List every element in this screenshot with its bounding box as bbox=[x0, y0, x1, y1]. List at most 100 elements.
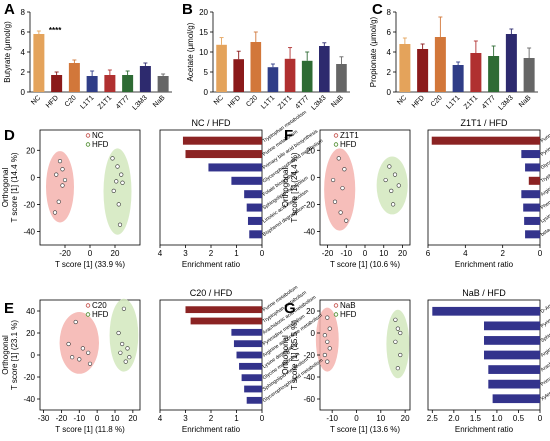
x-tick-label: 0.5 bbox=[513, 414, 525, 423]
y-tick-label: 0 bbox=[31, 351, 36, 360]
x-tick-label: 3 bbox=[183, 414, 188, 423]
point-Z1T1 bbox=[336, 156, 341, 161]
confidence-ellipse-NC bbox=[46, 151, 74, 223]
point-C20 bbox=[77, 357, 82, 362]
enrichment-bar bbox=[239, 362, 262, 370]
y-tick-label: 8 bbox=[21, 8, 26, 17]
x-tick-label: 20 bbox=[111, 249, 120, 258]
y-tick-label: 2 bbox=[21, 68, 26, 77]
bar-C20 bbox=[250, 42, 262, 92]
point-C20 bbox=[80, 346, 85, 351]
point-NaB bbox=[327, 346, 332, 351]
y-tick-label: -40 bbox=[23, 227, 35, 236]
point-HFD bbox=[116, 202, 121, 207]
x-tick-label: 0 bbox=[260, 414, 265, 423]
y-axis-label: Acetate (μmol/g) bbox=[186, 22, 195, 81]
x-tick-label: 0 bbox=[260, 249, 265, 258]
bar-L3M3 bbox=[505, 34, 517, 92]
enrichment-bar bbox=[246, 203, 262, 212]
enrichment-bar bbox=[246, 396, 262, 404]
bar-4T77 bbox=[301, 60, 313, 92]
x-tick-label: 2.5 bbox=[427, 414, 439, 423]
x-tick-label: NaB bbox=[152, 94, 167, 109]
x-tick-label: 1.0 bbox=[491, 414, 503, 423]
point-HFD bbox=[383, 177, 388, 183]
legend-label-Z1T1: Z1T1 bbox=[340, 131, 359, 140]
point-NC bbox=[60, 183, 65, 188]
x-tick-label: 10 bbox=[379, 249, 388, 258]
x-tick-label: 4T77 bbox=[294, 94, 310, 110]
bar-NC bbox=[216, 44, 227, 92]
legend-marker bbox=[333, 133, 339, 138]
y-tick-label: 4 bbox=[387, 48, 392, 57]
y-tick-label: 20 bbox=[306, 146, 315, 155]
y-tick-label: 10 bbox=[199, 48, 208, 57]
x-tick-label: 20 bbox=[401, 414, 410, 423]
enrichment-bar bbox=[244, 385, 262, 393]
y-tick-label: 20 bbox=[26, 329, 35, 338]
point-NaB bbox=[325, 315, 330, 320]
point-NC bbox=[57, 159, 63, 164]
point-HFD bbox=[395, 366, 400, 371]
point-Z1T1 bbox=[342, 167, 347, 172]
legend-marker bbox=[333, 303, 339, 308]
y-tick-label: 8 bbox=[387, 8, 392, 17]
x-tick-label: 20 bbox=[128, 414, 137, 423]
plot-frame bbox=[159, 129, 263, 246]
x-axis-label: Enrichment ratio bbox=[455, 425, 514, 434]
bar-HFD bbox=[51, 75, 63, 92]
enrichment-bar bbox=[249, 230, 262, 239]
enrichment-bar bbox=[247, 216, 262, 225]
point-NaB bbox=[327, 326, 332, 331]
bar-4T77 bbox=[122, 75, 134, 92]
x-axis-label: T score [1] (33.9 %) bbox=[55, 260, 125, 269]
enrichment-bar bbox=[528, 176, 540, 185]
enrichment-bar bbox=[190, 317, 262, 325]
y-axis-label-line1: Orthogonal bbox=[281, 335, 290, 375]
bar-chart-C: C 0 2 4 6 8 Propionate (μmol/g) NC HFD C20 L1T1 Z1T… bbox=[369, 1, 538, 112]
y-tick-label: -20 bbox=[23, 373, 35, 382]
enrichment-bar bbox=[484, 321, 540, 331]
x-tick-label: L3M3 bbox=[310, 94, 327, 111]
point-NC bbox=[60, 167, 65, 172]
y-tick-label: 0 bbox=[311, 173, 316, 182]
point-C20 bbox=[73, 319, 78, 325]
x-tick-label: 0 bbox=[88, 249, 93, 258]
confidence-ellipse-NaB bbox=[315, 307, 339, 372]
point-NaB bbox=[322, 352, 327, 358]
bar-L1T1 bbox=[267, 67, 279, 92]
enrichment-bar bbox=[484, 350, 540, 360]
confidence-ellipse-C20 bbox=[59, 312, 99, 374]
enrichment-bar bbox=[244, 190, 262, 199]
point-HFD bbox=[389, 188, 394, 193]
bar-C20 bbox=[434, 37, 446, 92]
point-C20 bbox=[87, 361, 93, 366]
x-tick-label: 2 bbox=[500, 249, 505, 258]
x-tick-label: 1 bbox=[234, 414, 239, 423]
enrichment-bar bbox=[525, 230, 540, 239]
bar-NaB bbox=[523, 58, 535, 92]
point-HFD bbox=[125, 346, 130, 351]
legend-marker bbox=[85, 142, 91, 147]
x-tick-label: L3M3 bbox=[131, 94, 148, 111]
panel-label-E: E bbox=[4, 300, 14, 317]
point-Z1T1 bbox=[340, 186, 345, 191]
chart-title: C20 / HFD bbox=[190, 288, 233, 298]
x-tick-label: 4 bbox=[463, 249, 468, 258]
y-tick-label: 20 bbox=[26, 146, 35, 155]
x-axis-label: T score [1] (10.6 %) bbox=[330, 260, 400, 269]
x-axis-label: T score [1] (11.8 %) bbox=[55, 425, 125, 434]
y-tick-label: 2 bbox=[387, 68, 392, 77]
point-NC bbox=[52, 210, 58, 215]
x-tick-label: NC bbox=[213, 94, 225, 106]
point-HFD bbox=[398, 330, 403, 336]
x-tick-label: NaB bbox=[518, 94, 533, 109]
enrichment-bar bbox=[521, 190, 540, 199]
bar-Z1T1 bbox=[284, 58, 296, 92]
bar-chart-A: A 0 2 4 6 8 Butyrate (μmol/g) NC HFD C20 L1T1 Z1T1 4… bbox=[3, 1, 172, 112]
bar-L3M3 bbox=[319, 46, 330, 92]
enrichment-bar bbox=[524, 216, 540, 225]
point-HFD bbox=[114, 179, 119, 184]
